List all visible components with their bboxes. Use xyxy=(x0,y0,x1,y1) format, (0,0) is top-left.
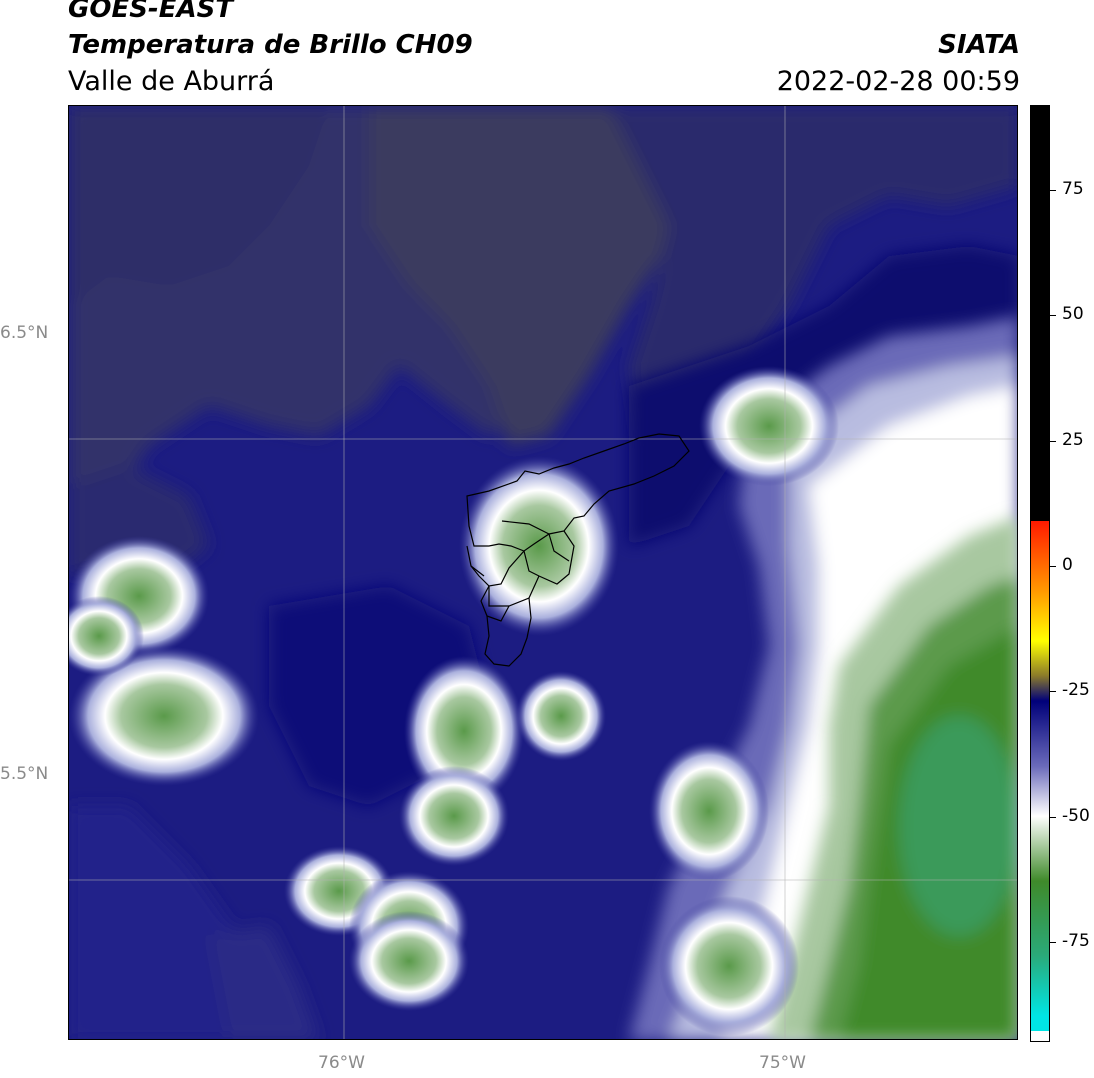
colorbar-tick-label: 25 xyxy=(1062,429,1084,450)
graticule xyxy=(69,106,1017,1039)
colorbar-tick-label: 75 xyxy=(1062,179,1084,200)
cloud-cell xyxy=(649,741,769,881)
colorbar-tick xyxy=(1050,565,1056,567)
colorbar-tick-label: -75 xyxy=(1062,930,1090,951)
cloud-cell xyxy=(69,646,259,786)
colorbar-tick-label: 50 xyxy=(1062,304,1084,325)
map-canvas xyxy=(69,106,1017,1039)
colorbar-tick xyxy=(1050,941,1056,943)
cloud-mass-east xyxy=(769,516,1017,1039)
convective-cells xyxy=(69,366,839,1036)
cold-dry-region xyxy=(69,106,1017,1039)
lat-label-6-5: 6.5°N xyxy=(0,323,49,343)
cloud-cell xyxy=(404,656,524,806)
lat-label-5-5: 5.5°N xyxy=(0,764,49,784)
cloud-cell xyxy=(69,596,144,676)
satellite-title: GOES-EAST xyxy=(68,0,234,24)
colorbar-tick-label: 0 xyxy=(1062,554,1073,575)
colorbar-tick xyxy=(1050,816,1056,818)
colorbar-tick xyxy=(1050,315,1056,317)
lon-label-76w: 76°W xyxy=(318,1053,365,1073)
colorbar-tick xyxy=(1050,190,1056,192)
agency-label: SIATA xyxy=(938,30,1020,60)
municipal-boundaries xyxy=(466,433,690,667)
colorbar-tick xyxy=(1050,440,1056,442)
cloud-cell xyxy=(699,366,839,486)
product-title: Temperatura de Brillo CH09 xyxy=(68,30,473,60)
satellite-map xyxy=(68,105,1018,1040)
region-subtitle: Valle de Aburrá xyxy=(68,66,275,97)
cloud-cell xyxy=(459,456,619,636)
lon-label-75w: 75°W xyxy=(759,1053,806,1073)
cloud-cell xyxy=(516,671,606,761)
cloud-cell xyxy=(399,766,509,866)
cloud-cell xyxy=(659,896,799,1036)
colorbar-tick-label: -50 xyxy=(1062,805,1090,826)
colorbar-tick-label: -25 xyxy=(1062,680,1090,701)
datetime-label: 2022-02-28 00:59 xyxy=(776,66,1020,97)
cloud-cell xyxy=(349,911,469,1011)
colorbar-tick xyxy=(1050,691,1056,693)
colorbar xyxy=(1030,105,1050,1042)
